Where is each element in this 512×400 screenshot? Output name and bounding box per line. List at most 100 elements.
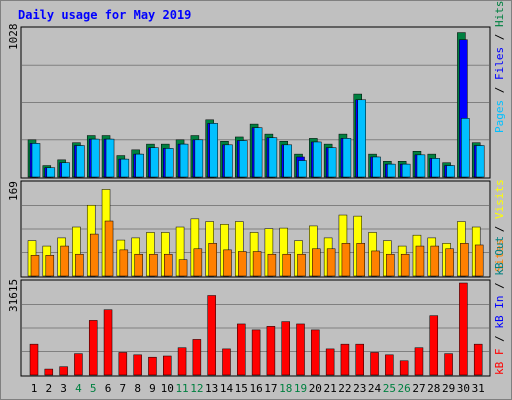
kbf-bar-day-18 <box>281 321 290 376</box>
sites-bar-day-24 <box>371 250 380 277</box>
day-label-8: 8 <box>134 382 141 395</box>
top-bars <box>27 32 485 178</box>
sites-bar-day-8 <box>134 253 143 277</box>
day-label-19: 19 <box>294 382 307 395</box>
sites-bar-day-18 <box>282 253 291 277</box>
kbf-bar-day-13 <box>207 295 216 376</box>
kbf-bar-day-8 <box>133 354 142 376</box>
sites-bar-day-17 <box>267 253 277 277</box>
sites-bar-day-2 <box>45 255 55 277</box>
kbf-bar-day-21 <box>325 348 335 376</box>
legend-part: / <box>493 27 506 47</box>
sites-bar-day-13 <box>208 243 217 277</box>
sites-bar-day-22 <box>341 243 351 277</box>
day-label-11: 11 <box>175 382 188 395</box>
pages-bar-day-27 <box>416 154 426 178</box>
sites-bar-day-7 <box>119 249 129 277</box>
day-label-28: 28 <box>427 382 440 395</box>
pages-bar-day-20 <box>313 141 322 178</box>
sites-bar-day-26 <box>400 253 410 277</box>
pages-bar-day-18 <box>283 144 292 178</box>
day-label-6: 6 <box>105 382 112 395</box>
sites-bar-day-12 <box>193 248 203 277</box>
legend-part: kB Out <box>493 236 506 276</box>
bottom-legend: kB F / kB In / kB Out <box>493 236 506 375</box>
pages-bar-day-9 <box>150 147 159 178</box>
kbf-bar-day-11 <box>177 347 187 376</box>
pages-bar-day-22 <box>342 138 352 178</box>
kbf-bar-day-29 <box>444 353 453 376</box>
day-label-21: 21 <box>324 382 337 395</box>
sites-bar-day-23 <box>356 243 365 277</box>
pages-bar-day-17 <box>268 137 278 178</box>
sites-bar-day-30 <box>460 243 469 277</box>
day-label-1: 1 <box>31 382 38 395</box>
legend-part: / <box>493 219 506 239</box>
pages-bar-day-21 <box>327 147 337 178</box>
top-ymax-label: 1028 <box>7 24 20 51</box>
kbf-bar-day-2 <box>44 368 54 376</box>
day-label-18: 18 <box>279 382 292 395</box>
kbf-bar-day-26 <box>399 360 409 376</box>
sites-bar-day-28 <box>430 245 440 277</box>
legend-part: kB In <box>493 296 506 329</box>
kbf-bar-day-24 <box>370 352 379 376</box>
middle-ymax-label: 169 <box>7 181 20 201</box>
sites-bar-day-1 <box>30 255 40 277</box>
kbf-bar-day-10 <box>163 355 172 376</box>
sites-bar-day-20 <box>312 248 321 277</box>
kbf-bar-day-4 <box>74 353 83 376</box>
pages-bar-day-5 <box>90 138 100 178</box>
kbf-bar-day-25 <box>385 354 394 376</box>
pages-bar-day-15 <box>239 140 248 178</box>
kbf-bar-day-1 <box>29 343 39 376</box>
pages-bar-day-29 <box>446 165 455 178</box>
kbf-bar-day-15 <box>237 323 246 376</box>
pages-bar-day-10 <box>165 148 174 178</box>
pages-bar-day-28 <box>431 158 441 178</box>
sites-bar-day-21 <box>326 248 336 277</box>
pages-bar-day-13 <box>209 123 218 178</box>
pages-bar-day-16 <box>253 127 263 178</box>
kbf-bar-day-30 <box>459 282 468 376</box>
sites-bar-day-3 <box>60 245 69 277</box>
sites-bar-day-14 <box>223 249 232 277</box>
day-label-23: 23 <box>353 382 366 395</box>
pages-bar-day-30 <box>461 118 470 178</box>
top-legend: Pages / Files / Hits <box>493 1 506 134</box>
pages-bar-day-11 <box>179 143 189 178</box>
day-label-5: 5 <box>90 382 97 395</box>
pages-bar-day-8 <box>135 153 144 178</box>
pages-bar-day-12 <box>194 139 204 178</box>
day-label-9: 9 <box>149 382 156 395</box>
kbf-bar-day-16 <box>251 329 261 376</box>
middle-bars <box>27 189 484 277</box>
pages-bar-day-4 <box>76 145 85 178</box>
day-label-29: 29 <box>442 382 455 395</box>
sites-bar-day-15 <box>238 251 247 277</box>
pages-bar-day-6 <box>105 138 115 178</box>
pages-bar-day-19 <box>298 160 307 178</box>
kbf-bar-day-27 <box>414 347 424 376</box>
sites-bar-day-25 <box>386 253 395 277</box>
sites-bar-day-9 <box>149 253 158 277</box>
sites-bar-day-16 <box>252 251 262 277</box>
pages-bar-day-31 <box>475 145 485 178</box>
day-label-20: 20 <box>309 382 322 395</box>
sites-bar-day-27 <box>415 245 425 277</box>
day-label-22: 22 <box>338 382 351 395</box>
kbf-bar-day-20 <box>311 329 320 376</box>
pages-bar-day-25 <box>387 163 396 178</box>
sites-bar-day-19 <box>297 253 306 277</box>
legend-part: Hits <box>493 1 506 28</box>
pages-bar-day-2 <box>46 167 56 178</box>
kbf-bar-day-31 <box>473 343 483 376</box>
sites-bar-day-29 <box>445 248 454 277</box>
legend-part: Files <box>493 47 506 80</box>
legend-part: / <box>493 80 506 100</box>
kbf-bar-day-14 <box>222 348 231 376</box>
sites-bar-day-10 <box>164 253 173 277</box>
pages-bar-day-23 <box>357 99 366 178</box>
day-label-10: 10 <box>161 382 174 395</box>
day-label-14: 14 <box>220 382 234 395</box>
